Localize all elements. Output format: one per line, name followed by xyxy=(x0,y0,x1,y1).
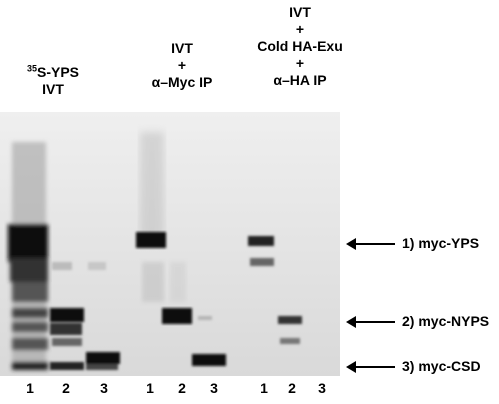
lane-1-2-bands xyxy=(50,262,84,370)
lane-number: 3 xyxy=(318,380,326,396)
band-label-myc-csd: 3) myc-CSD xyxy=(402,358,481,374)
header-myc-ip-line2: + xyxy=(177,57,187,73)
band-label-myc-yps: 1) myc-YPS xyxy=(402,235,480,251)
lane-1-1-smear xyxy=(8,142,48,370)
lane-number: 1 xyxy=(146,380,154,396)
lane-number: 2 xyxy=(288,380,296,396)
band-label-myc-nyps: 2) myc-NYPS xyxy=(402,313,490,329)
header-total-ivt: 35S-YPS IVT xyxy=(18,64,88,98)
header-ha-ip-line1: IVT xyxy=(289,4,311,20)
lane-2-1-bands xyxy=(136,132,166,302)
header-myc-ip: IVT + α–Myc IP xyxy=(132,40,232,91)
lane-number: 1 xyxy=(26,380,34,396)
header-myc-ip-line3: α–Myc IP xyxy=(151,74,213,90)
header-ha-ip-line5: α–HA IP xyxy=(273,72,327,88)
lane-2-2-bands xyxy=(162,262,192,324)
lane-number: 1 xyxy=(260,380,268,396)
header-total-ivt-line2: IVT xyxy=(42,81,64,97)
lane-number: 2 xyxy=(62,380,70,396)
lane-2-3-bands xyxy=(192,316,226,366)
header-ha-ip-line2: + xyxy=(295,21,305,37)
isotope-superscript: 35 xyxy=(26,63,37,74)
header-myc-ip-line1: IVT xyxy=(171,40,193,56)
header-ha-ip: IVT + Cold HA-Exu + α–HA IP xyxy=(240,4,360,89)
header-ha-ip-line3: Cold HA-Exu xyxy=(257,38,343,54)
header-ha-ip-line4: + xyxy=(295,55,305,71)
lane-number: 2 xyxy=(178,380,186,396)
lane-1-3-bands xyxy=(86,262,120,370)
lane-3-1-bands xyxy=(248,236,274,266)
autoradiograph-gel xyxy=(0,112,340,376)
header-total-ivt-line1: S-YPS xyxy=(37,64,80,80)
lane-3-2-bands xyxy=(278,316,302,344)
lane-number: 3 xyxy=(100,380,108,396)
band-arrow xyxy=(346,316,395,328)
gel-background xyxy=(0,112,340,376)
band-arrow xyxy=(346,238,395,250)
band-arrow xyxy=(346,361,395,373)
lane-number: 3 xyxy=(210,380,218,396)
